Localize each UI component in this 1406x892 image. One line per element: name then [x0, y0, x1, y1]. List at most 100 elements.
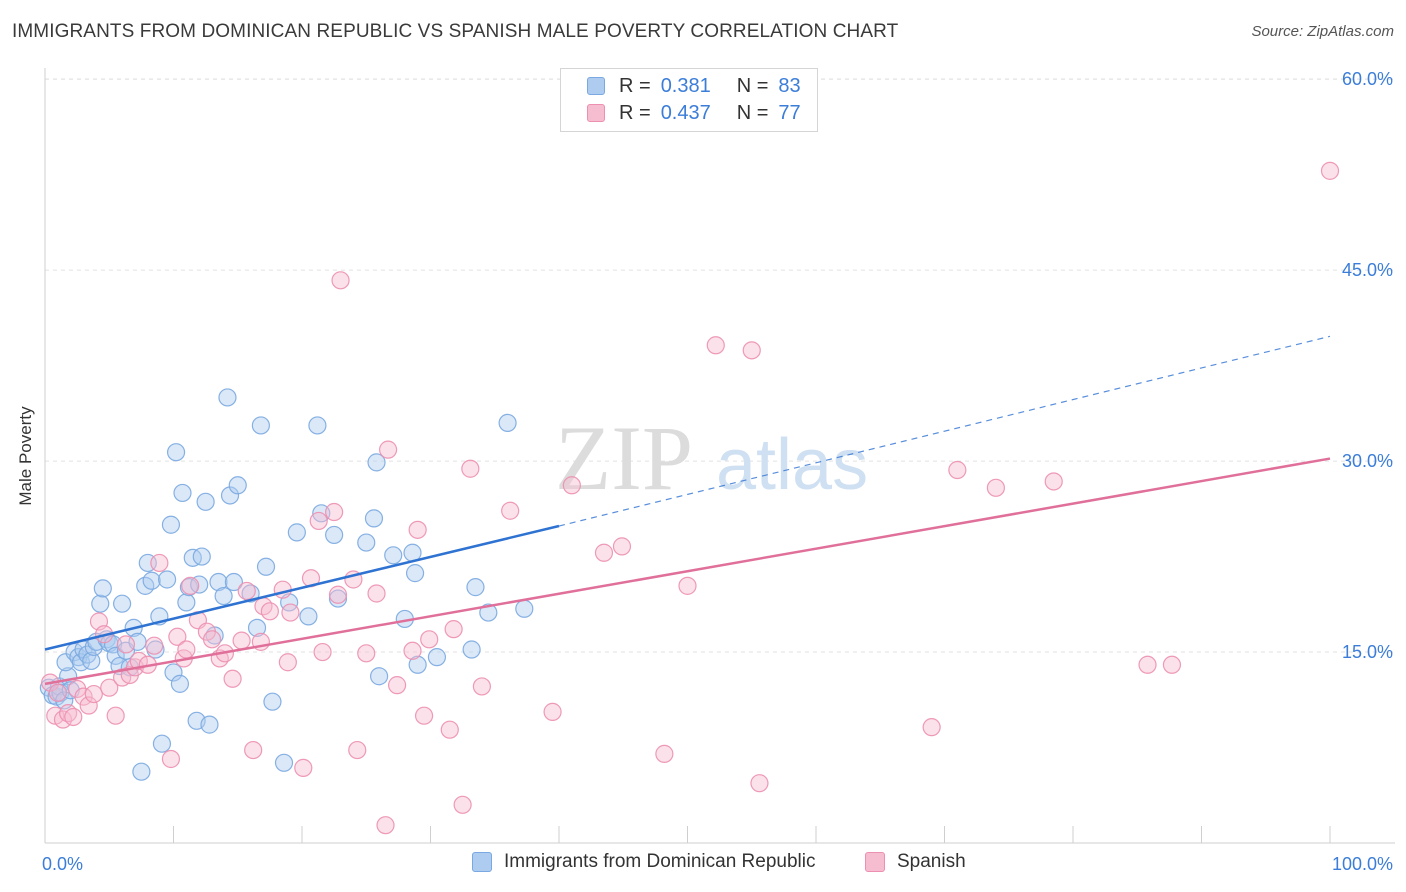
data-point [79, 696, 98, 715]
data-point [48, 683, 67, 702]
legend-row-pink: R = 0.437 N = 77 [587, 101, 801, 125]
data-point [232, 631, 251, 650]
data-point [562, 476, 581, 495]
watermark-atlas: atlas [716, 425, 868, 505]
data-point [384, 546, 403, 565]
data-point [357, 644, 376, 663]
data-point [501, 501, 520, 520]
data-point [273, 580, 292, 599]
data-point [308, 416, 327, 435]
data-point [152, 734, 172, 753]
trend-line-blue-extension [558, 335, 1331, 527]
legend-n-label: N = [736, 74, 769, 97]
data-point [922, 718, 941, 737]
data-point [420, 630, 439, 649]
data-point [612, 537, 632, 556]
data-point [161, 515, 181, 534]
data-point [357, 533, 376, 552]
legend-r-label: R = [619, 101, 651, 124]
data-point [93, 579, 112, 598]
data-point [1320, 161, 1340, 180]
x-tick-label: 0.0% [42, 854, 83, 874]
data-point [244, 740, 263, 760]
bottom-legend-swatch-blue [472, 852, 492, 872]
tick-labels: 15.0% 30.0% 45.0% 60.0% 0.0% 100.0% [42, 69, 1393, 874]
data-point [168, 627, 187, 646]
data-point [1138, 655, 1157, 674]
data-point [100, 678, 119, 697]
data-point [112, 594, 132, 613]
data-point [331, 271, 350, 290]
bottom-legend-blue: Immigrants from Dominican Republic [472, 851, 816, 873]
data-point [543, 702, 562, 721]
data-point [387, 676, 407, 695]
data-point [328, 589, 348, 608]
data-point [116, 635, 136, 654]
data-point [461, 459, 480, 478]
bottom-legend-label-blue: Immigrants from Dominican Republic [504, 851, 816, 872]
data-point [453, 795, 472, 814]
data-point [150, 553, 169, 573]
data-point [142, 571, 161, 590]
data-point [742, 341, 761, 360]
data-point [106, 706, 125, 725]
data-point [440, 720, 459, 739]
data-point [132, 762, 151, 781]
bottom-legend-pink: Spanish [865, 851, 966, 873]
data-point [706, 336, 725, 355]
legend-r-value: 0.437 [660, 101, 711, 124]
data-point [91, 594, 110, 613]
data-point [82, 651, 101, 671]
data-point [260, 602, 279, 621]
data-point [274, 753, 294, 772]
data-point [948, 460, 967, 480]
bottom-legend-label-pink: Spanish [897, 851, 966, 872]
data-point [209, 572, 228, 592]
data-point [376, 816, 395, 835]
data-point [466, 578, 485, 597]
data-point [247, 618, 267, 637]
axes [44, 68, 1395, 844]
watermark-zip: ZIP [555, 407, 693, 509]
data-point [986, 478, 1006, 497]
data-point [281, 603, 300, 622]
data-point [192, 547, 211, 566]
x-tick-label: 100.0% [1332, 854, 1393, 874]
data-point [678, 576, 697, 595]
legend-row-blue: R = 0.381 N = 83 [587, 74, 801, 98]
stats-legend: R = 0.381 N = 83 R = 0.437 N = 77 [560, 68, 818, 132]
data-point [223, 669, 242, 688]
data-point [287, 523, 306, 542]
data-point [196, 492, 215, 511]
data-point [462, 640, 481, 659]
legend-swatch-blue [587, 77, 605, 95]
data-point [405, 564, 425, 583]
y-axis-label: Male Poverty [16, 406, 35, 506]
data-point [313, 642, 332, 662]
legend-n-value: 83 [778, 74, 801, 97]
data-point [299, 607, 318, 626]
trend-lines [44, 335, 1331, 686]
data-point [325, 502, 344, 522]
data-point [594, 543, 614, 562]
data-point [202, 630, 222, 649]
data-point [472, 677, 491, 696]
data-point [479, 603, 498, 622]
data-point [427, 648, 447, 667]
data-point [256, 557, 276, 576]
data-point [177, 640, 196, 659]
legend-n-value: 77 [778, 101, 801, 124]
data-point [408, 655, 427, 674]
data-point [498, 413, 517, 433]
chart-source: Source: ZipAtlas.com [1251, 23, 1394, 40]
trend-line-blue [44, 524, 560, 651]
data-point [173, 483, 192, 503]
data-point [348, 740, 367, 760]
data-point [68, 679, 87, 699]
data-point [294, 758, 313, 777]
data-point [278, 653, 297, 672]
bottom-legend-swatch-pink [865, 852, 885, 872]
data-point [224, 572, 243, 592]
data-point [367, 453, 386, 472]
y-tick-label: 30.0% [1342, 451, 1393, 471]
